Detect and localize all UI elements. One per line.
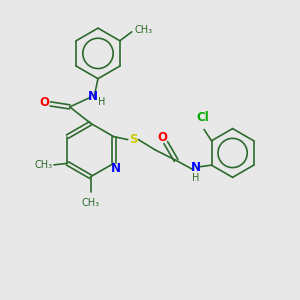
Text: N: N <box>190 161 200 174</box>
Text: N: N <box>88 90 98 103</box>
Text: S: S <box>129 133 137 146</box>
Text: H: H <box>98 97 105 106</box>
Text: CH₃: CH₃ <box>34 160 53 170</box>
Text: CH₃: CH₃ <box>135 26 153 35</box>
Text: H: H <box>192 172 199 183</box>
Text: Cl: Cl <box>196 110 209 124</box>
Text: CH₃: CH₃ <box>82 198 100 208</box>
Text: N: N <box>111 162 121 175</box>
Text: O: O <box>157 131 167 144</box>
Text: O: O <box>39 96 49 109</box>
